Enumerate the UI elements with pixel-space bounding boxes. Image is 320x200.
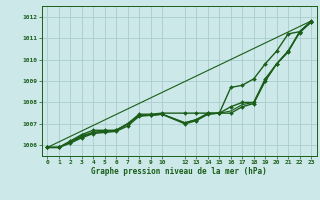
X-axis label: Graphe pression niveau de la mer (hPa): Graphe pression niveau de la mer (hPa): [91, 167, 267, 176]
